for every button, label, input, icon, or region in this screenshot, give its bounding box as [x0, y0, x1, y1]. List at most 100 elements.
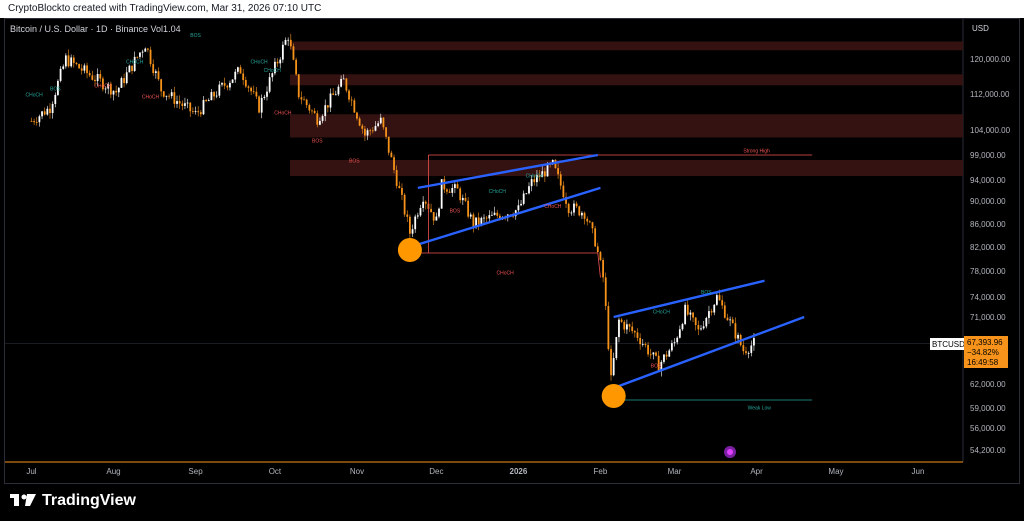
candle-body	[271, 73, 274, 78]
y-tick-label: 104,000.00	[970, 126, 1011, 135]
candle-body	[673, 342, 676, 344]
candle-body	[181, 103, 184, 106]
annotation-label: CHoCH	[25, 92, 43, 98]
annotation-label: BOS	[349, 159, 360, 165]
candle-body	[83, 65, 86, 71]
y-tick-label: 82,000.00	[970, 243, 1006, 252]
candle-body	[469, 214, 472, 217]
price-tag-change: −34.82%	[967, 348, 999, 357]
candle-body	[91, 75, 94, 80]
candle-body	[633, 331, 636, 333]
candle-body	[266, 91, 268, 97]
candle-body	[596, 246, 599, 253]
candle-body	[446, 189, 448, 192]
candle-body	[281, 44, 284, 60]
x-tick-label: Oct	[269, 467, 282, 476]
candle-body	[348, 90, 350, 100]
candle-body	[403, 194, 406, 215]
candle-body	[170, 92, 173, 97]
candle-body	[713, 304, 716, 313]
candle-body	[364, 128, 366, 136]
candle-body	[311, 110, 313, 112]
candle-body	[221, 83, 223, 85]
candle-body	[424, 201, 427, 204]
candle-body	[268, 77, 271, 92]
candle-body	[133, 56, 136, 71]
candle-body	[279, 59, 282, 64]
candle-body	[205, 99, 208, 102]
x-tick-label: Dec	[429, 467, 443, 476]
candle-body	[702, 326, 705, 329]
candle-body	[464, 197, 467, 201]
candle-body	[78, 64, 80, 69]
candle-body	[573, 203, 575, 213]
channel-line	[613, 279, 765, 319]
annotation-label: CHoCH	[250, 59, 268, 65]
candle-body	[295, 59, 298, 75]
candle-body	[72, 57, 75, 63]
candle-body	[128, 65, 131, 73]
candle-body	[700, 328, 702, 330]
candle-body	[647, 344, 649, 355]
candle-body	[401, 188, 403, 195]
currency-label[interactable]: USD	[972, 24, 989, 33]
candle-body	[67, 55, 70, 67]
y-tick-label: 71,000.00	[970, 313, 1006, 322]
candle-body	[594, 228, 597, 247]
price-chart[interactable]: 120,000.00 112,000.00 104,000.00 99,000.00 9…	[0, 0, 1024, 486]
candle-body	[62, 66, 65, 69]
candle-body	[104, 88, 107, 90]
price-tag-value: 67,393.96	[967, 338, 1003, 347]
x-tick-label: May	[828, 467, 843, 476]
candle-body	[551, 159, 554, 164]
candle-body	[160, 79, 163, 92]
candle-body	[620, 319, 623, 322]
candle-body	[165, 95, 168, 97]
candle-body	[287, 39, 290, 41]
candle-body	[440, 179, 443, 209]
candle-body	[406, 214, 409, 217]
candle-body	[308, 105, 311, 111]
channel-line	[409, 186, 601, 249]
ticker-tag-bg	[930, 338, 964, 350]
candle-body	[393, 157, 395, 171]
candle-body	[305, 99, 308, 106]
candle-body	[207, 100, 210, 102]
candle-body	[660, 361, 663, 372]
candle-body	[162, 91, 165, 97]
annotation-label: CHoCH	[126, 59, 144, 65]
tradingview-logo-icon	[10, 494, 36, 506]
x-tick-label: 2026	[510, 467, 528, 476]
candle-body	[607, 306, 610, 350]
candle-body	[144, 48, 147, 52]
annotation-label: CHoCH	[497, 270, 515, 276]
candle-body	[543, 171, 546, 177]
candle-body	[59, 68, 62, 81]
candle-body	[438, 208, 440, 217]
candle-body	[303, 99, 305, 101]
credit-bar: CryptoBlockto created with TradingView.c…	[0, 0, 1024, 18]
candle-body	[247, 86, 250, 88]
brand-name: TradingView	[42, 492, 136, 509]
candle-body	[49, 108, 51, 114]
candle-body	[631, 326, 634, 332]
candle-body	[559, 174, 562, 186]
x-tick-label: Feb	[594, 467, 608, 476]
candle-body	[154, 71, 157, 74]
candle-body	[493, 212, 496, 215]
candle-body	[86, 65, 88, 74]
y-tick-label: 90,000.00	[970, 197, 1006, 206]
annotation-label: BOS	[190, 33, 201, 39]
candle-body	[99, 74, 102, 79]
candle-body	[345, 78, 348, 91]
candle-body	[472, 214, 475, 228]
candle-body	[485, 217, 488, 219]
range-box-edge	[597, 252, 601, 278]
candle-body	[184, 103, 186, 106]
candle-body	[588, 221, 591, 223]
candle-body	[107, 83, 110, 89]
candle-body	[562, 185, 565, 198]
candle-body	[117, 87, 120, 93]
candle-body	[186, 102, 189, 104]
candle-body	[488, 215, 491, 219]
